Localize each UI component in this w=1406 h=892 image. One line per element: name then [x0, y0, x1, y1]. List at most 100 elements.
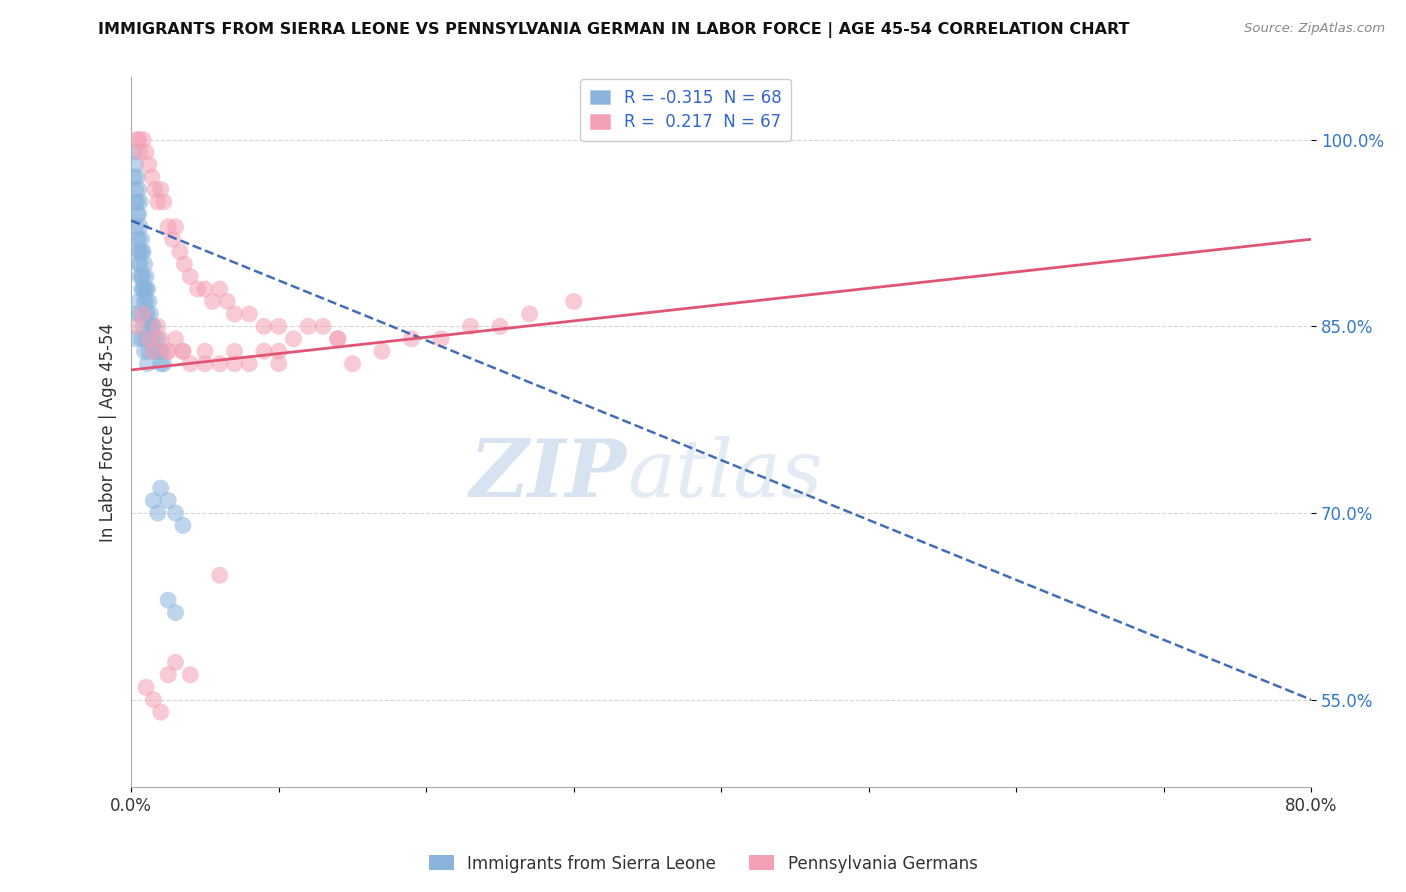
Point [132, 307, 155, 321]
Point [149, 481, 172, 495]
Point [208, 282, 231, 296]
Point [165, 656, 187, 670]
Point [142, 319, 165, 334]
Point [142, 344, 165, 359]
Point [187, 282, 209, 296]
Point [135, 680, 157, 694]
Point [139, 307, 162, 321]
Point [141, 319, 163, 334]
Point [134, 282, 156, 296]
Point [460, 319, 482, 334]
Legend: R = -0.315  N = 68, R =  0.217  N = 67: R = -0.315 N = 68, R = 0.217 N = 67 [581, 78, 792, 141]
Point [194, 357, 217, 371]
Point [129, 307, 152, 321]
Text: atlas: atlas [627, 436, 823, 514]
Point [136, 282, 159, 296]
Point [326, 332, 349, 346]
Point [131, 232, 153, 246]
Point [253, 319, 276, 334]
Point [238, 307, 260, 321]
Point [138, 319, 160, 334]
Point [132, 244, 155, 259]
Point [142, 344, 165, 359]
Point [122, 169, 145, 184]
Point [148, 344, 170, 359]
Point [157, 593, 180, 607]
Y-axis label: In Labor Force | Age 45-54: In Labor Force | Age 45-54 [100, 323, 117, 541]
Point [194, 282, 217, 296]
Point [267, 319, 290, 334]
Point [122, 145, 145, 160]
Point [253, 344, 276, 359]
Point [267, 357, 290, 371]
Point [129, 269, 152, 284]
Point [127, 319, 149, 334]
Point [165, 332, 187, 346]
Point [131, 244, 153, 259]
Point [132, 269, 155, 284]
Point [179, 269, 201, 284]
Point [124, 194, 146, 209]
Point [124, 332, 146, 346]
Point [129, 244, 152, 259]
Point [132, 319, 155, 334]
Point [157, 668, 180, 682]
Point [135, 294, 157, 309]
Point [128, 182, 150, 196]
Point [146, 194, 169, 209]
Point [149, 182, 172, 196]
Text: ZIP: ZIP [470, 436, 627, 514]
Point [238, 357, 260, 371]
Point [179, 357, 201, 371]
Point [145, 344, 167, 359]
Point [224, 357, 246, 371]
Point [165, 219, 187, 234]
Point [224, 344, 246, 359]
Point [165, 506, 187, 520]
Point [326, 332, 349, 346]
Text: Source: ZipAtlas.com: Source: ZipAtlas.com [1244, 22, 1385, 36]
Point [146, 506, 169, 520]
Text: IMMIGRANTS FROM SIERRA LEONE VS PENNSYLVANIA GERMAN IN LABOR FORCE | AGE 45-54 C: IMMIGRANTS FROM SIERRA LEONE VS PENNSYLV… [98, 22, 1130, 38]
Point [149, 332, 172, 346]
Point [124, 219, 146, 234]
Point [173, 257, 195, 271]
Point [162, 232, 184, 246]
Point [179, 668, 201, 682]
Point [217, 294, 239, 309]
Point [371, 344, 394, 359]
Point [157, 344, 180, 359]
Point [135, 145, 157, 160]
Point [149, 705, 172, 719]
Point [169, 244, 191, 259]
Point [157, 493, 180, 508]
Point [136, 357, 159, 371]
Point [127, 232, 149, 246]
Point [283, 332, 305, 346]
Point [128, 207, 150, 221]
Point [297, 319, 319, 334]
Point [129, 145, 152, 160]
Point [128, 294, 150, 309]
Point [165, 606, 187, 620]
Point [430, 332, 453, 346]
Point [489, 319, 512, 334]
Point [129, 219, 152, 234]
Point [157, 344, 180, 359]
Point [134, 344, 156, 359]
Point [135, 332, 157, 346]
Point [146, 319, 169, 334]
Legend: Immigrants from Sierra Leone, Pennsylvania Germans: Immigrants from Sierra Leone, Pennsylvan… [422, 848, 984, 880]
Point [152, 357, 174, 371]
Point [135, 282, 157, 296]
Point [135, 307, 157, 321]
Point [172, 344, 194, 359]
Point [201, 294, 224, 309]
Point [127, 133, 149, 147]
Point [128, 232, 150, 246]
Point [124, 182, 146, 196]
Point [312, 319, 335, 334]
Point [152, 194, 174, 209]
Point [401, 332, 423, 346]
Point [138, 294, 160, 309]
